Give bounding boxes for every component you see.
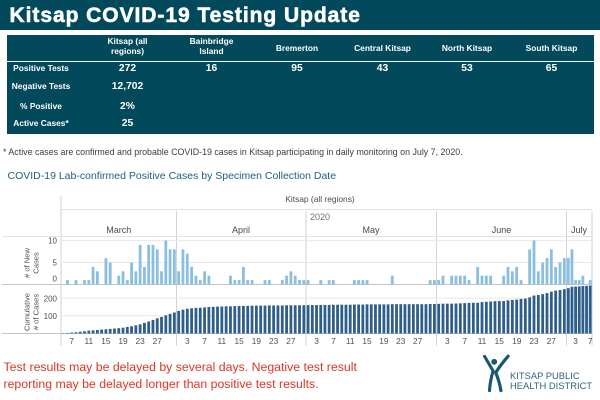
svg-text:3: 3 <box>445 336 450 346</box>
svg-text:23: 23 <box>269 336 279 346</box>
svg-text:3: 3 <box>573 336 578 346</box>
svg-text:Cumulative: Cumulative <box>23 293 32 331</box>
svg-text:June: June <box>492 225 512 235</box>
svg-text:27: 27 <box>153 336 163 346</box>
svg-text:April: April <box>232 225 250 235</box>
svg-text:7: 7 <box>202 336 207 346</box>
svg-text:23: 23 <box>135 336 145 346</box>
svg-text:11: 11 <box>217 336 226 346</box>
svg-text:23: 23 <box>529 336 539 346</box>
svg-text:July: July <box>571 225 588 235</box>
svg-text:Kitsap (all regions): Kitsap (all regions) <box>285 194 355 204</box>
svg-text:19: 19 <box>379 336 389 346</box>
svg-text:10: 10 <box>48 236 57 245</box>
svg-text:7: 7 <box>69 336 74 346</box>
svg-text:19: 19 <box>252 336 262 346</box>
svg-text:23: 23 <box>396 336 406 346</box>
svg-text:Cases: Cases <box>32 252 41 274</box>
svg-text:7: 7 <box>331 336 336 346</box>
svg-text:27: 27 <box>286 336 296 346</box>
svg-text:200: 200 <box>44 294 58 303</box>
svg-text:0: 0 <box>53 275 58 284</box>
svg-text:May: May <box>362 225 380 235</box>
svg-text:2020: 2020 <box>310 212 330 222</box>
svg-text:15: 15 <box>234 336 244 346</box>
svg-text:11: 11 <box>346 336 355 346</box>
svg-text:27: 27 <box>413 336 423 346</box>
svg-text:7: 7 <box>588 336 593 346</box>
svg-text:3: 3 <box>314 336 319 346</box>
svg-text:19: 19 <box>512 336 522 346</box>
svg-text:3: 3 <box>185 336 190 346</box>
svg-text:100: 100 <box>44 312 58 321</box>
svg-text:# of New: # of New <box>23 248 32 278</box>
svg-text:5: 5 <box>53 258 58 267</box>
svg-text:11: 11 <box>84 336 93 346</box>
svg-text:19: 19 <box>118 336 128 346</box>
svg-text:11: 11 <box>478 336 487 346</box>
svg-text:March: March <box>106 225 131 235</box>
svg-text:7: 7 <box>462 336 467 346</box>
svg-text:15: 15 <box>362 336 372 346</box>
svg-text:15: 15 <box>101 336 111 346</box>
svg-text:# of Cases: # of Cases <box>32 294 41 331</box>
svg-text:27: 27 <box>547 336 557 346</box>
svg-text:15: 15 <box>495 336 505 346</box>
